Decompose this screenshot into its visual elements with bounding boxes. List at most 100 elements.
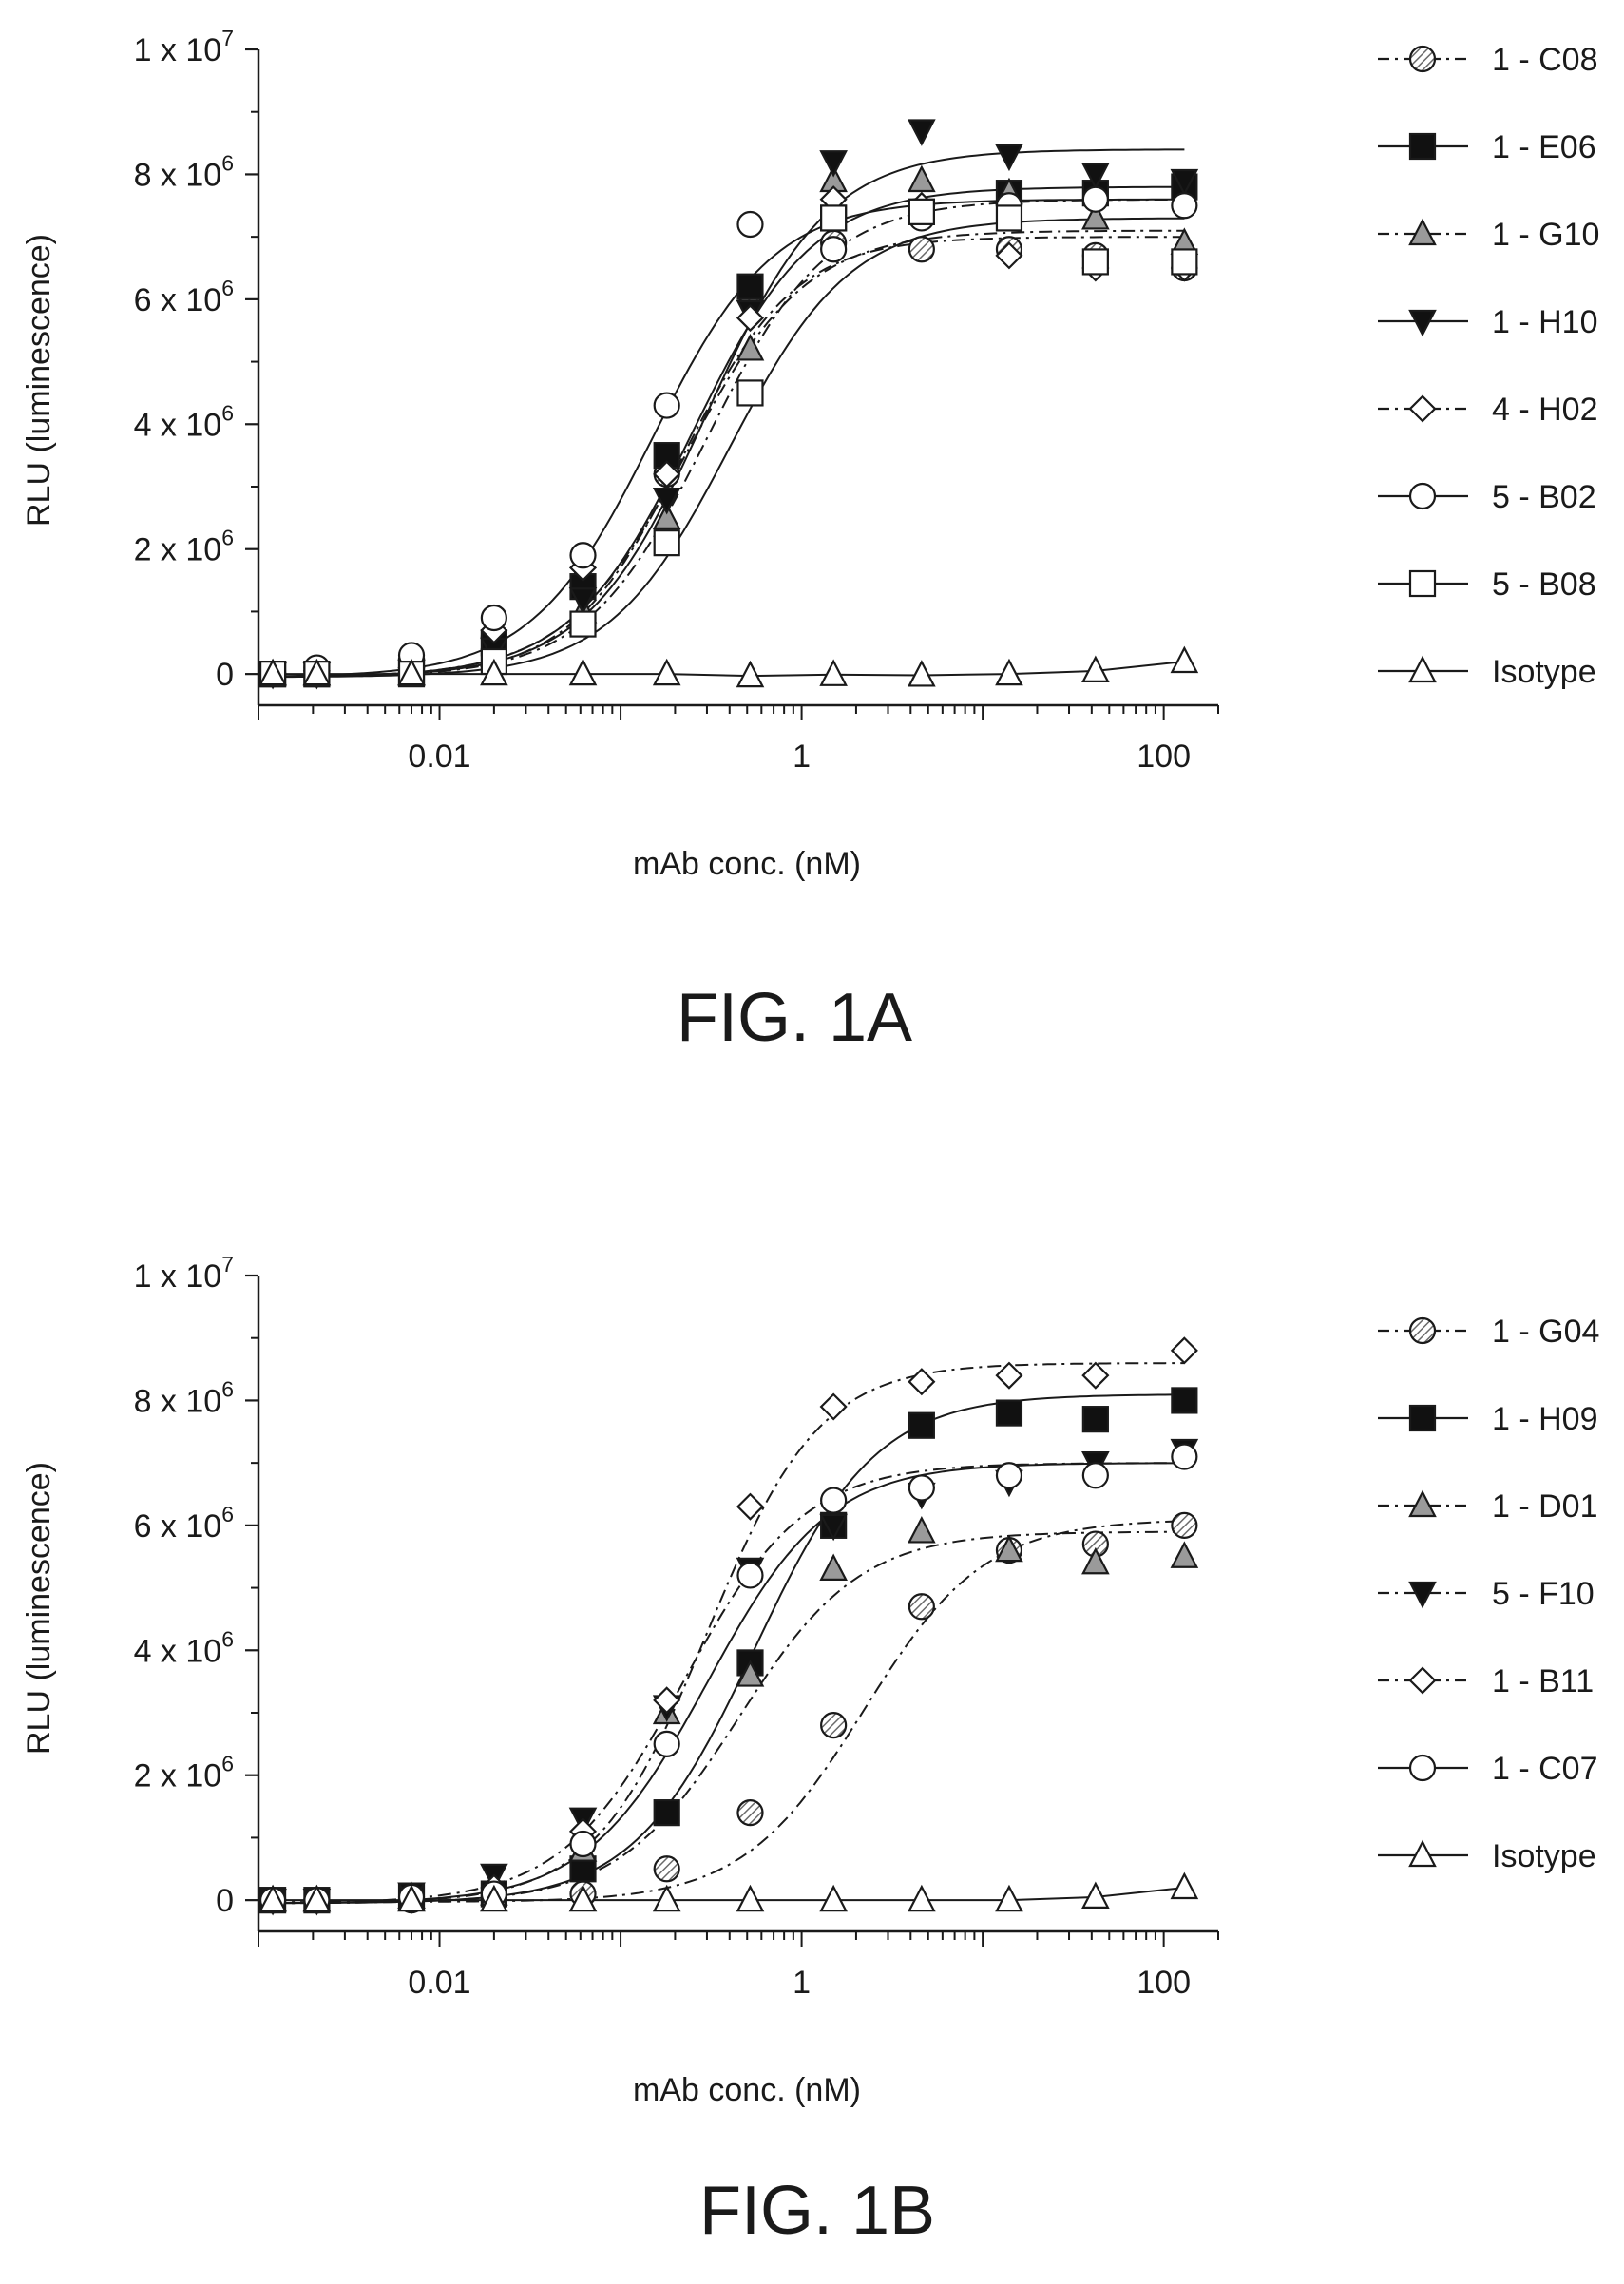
figure-1b-series-line [273,1462,1185,1904]
figure-1a-data-point [820,236,848,263]
figure-1a-data-point [1081,248,1109,276]
figure-1b-y-tick-label: 4 x 106 [134,1626,234,1669]
figure-1b-legend-marker [1408,1489,1437,1518]
figure-1b-series-line [273,1393,1185,1905]
figure-1b-legend-entry: 1 - G04 [1378,1314,1599,1350]
figure-1b-data-point [258,1884,287,1912]
figure-1a-x-tick-label: 0.01 [408,739,470,775]
figure-1a-caption: FIG. 1A [677,980,912,1056]
figure-1b-legend-label: Isotype [1492,1838,1596,1874]
figure-1a-data-point [736,304,765,333]
figure-1a-legend-entry: 1 - C08 [1378,42,1598,78]
figure-1a-series-line [273,185,1185,678]
figure-1a-legend-marker [1408,394,1437,423]
figure-1a-data-point [480,658,508,686]
figure-1a-data-point [652,488,681,515]
figure-1b-data-point [736,1660,765,1687]
figure-1b-legend-label: 5 - F10 [1492,1576,1595,1612]
figure-1a-legend-entry: 1 - G10 [1378,217,1599,253]
figure-1a-data-point [1170,645,1199,674]
figure-1a-legend-label: Isotype [1492,654,1596,690]
figure-1b-data-point [653,1686,681,1715]
figure-1a-data-point [736,334,765,361]
figure-1a-data-point [995,241,1023,270]
figure-1a-data-point [908,164,936,193]
figure-1a-y-tick-label: 4 x 106 [134,400,234,443]
figure-1a-data-point [820,204,848,232]
figure-1a-data-point [480,604,507,632]
figure-1a-data-point [908,660,936,687]
figure-1b-legend-label: 1 - C07 [1492,1751,1598,1787]
figure-1b-y-tick-label: 8 x 106 [134,1376,234,1419]
figure-1b-data-point [653,1730,680,1757]
figure-1a-series-line [273,229,1185,678]
figure-1a-data-point [653,392,680,419]
figure-1a-data-point [995,658,1023,686]
figure-1b-x-tick-label: 0.01 [408,1965,470,2001]
figure-1b-data-point [569,1830,597,1858]
figure-1a-plot-area: 0.01 1 100 0 2 x 106 4 x 106 6 x 106 8 x 106 1 x… [134,26,1219,775]
figure-1b-data-point [995,1462,1023,1489]
figure-1b-legend-label: 1 - H09 [1492,1401,1598,1437]
figure-1b-legend-label: 1 - D01 [1492,1488,1598,1525]
figure-1b-caption: FIG. 1B [699,2173,935,2249]
figure-1b-series-line [273,1362,1185,1905]
figure-1a-legend-marker [1408,132,1437,161]
figure-1b-data-point [1170,1871,1199,1900]
figure-1b-series-line [273,1530,1185,1905]
figure-1a-legend-marker [1408,655,1437,683]
figure-1a-legend-marker [1408,218,1437,246]
figure-1a-series-line [273,217,1185,679]
figure-1a-data-point [1081,185,1109,213]
figure-1b-legend-entry: 1 - D01 [1378,1488,1598,1525]
figure-1b-y-axis-label: RLU (luminescence) [21,1462,57,1755]
figure-1b-data-point [908,1368,936,1396]
figure-1a-legend-label: 1 - H10 [1492,304,1598,340]
figure-1a-data-point [995,204,1023,232]
figure-1b-data-point [653,1855,680,1883]
figure-1b-x-axis-label: mAb conc. (nM) [633,2072,861,2108]
figure-1b-legend-label: 1 - G04 [1492,1314,1599,1350]
figure-1a-data-point [302,658,332,686]
figure-1a-series-line [273,236,1185,679]
figure-1b-data-point [820,1712,848,1739]
figure-1a-data-point [397,658,426,686]
figure-1b-data-point [1170,1336,1198,1365]
figure-1b-data-point [1081,1462,1109,1489]
figure-1a-legend-entry: 4 - H02 [1378,392,1598,428]
figure-1a-legend-entry: 1 - H10 [1378,304,1598,340]
figure-1b-legend-marker [1408,1316,1437,1345]
figure-1a-legend-label: 1 - E06 [1492,129,1596,165]
figure-1b-data-point [908,1593,935,1621]
figure-1a-y-tick-label: 1 x 107 [134,26,234,68]
figure-1b-series-line [273,1520,1185,1904]
figure-1b-data-point [819,1884,848,1912]
figure-1b-legend-label: 1 - B11 [1492,1663,1594,1699]
figure-1a-y-tick-label: 2 x 106 [134,526,234,568]
figure-1b-y-tick-label: 0 [216,1883,234,1919]
figure-1b-data-point [1081,1406,1109,1433]
figure-1b-data-point [995,1361,1023,1390]
figure-1b-data-point [1081,1361,1110,1390]
figure-1b-legend-marker [1408,1581,1437,1609]
figure-1a-data-point [736,660,765,688]
figure-1b-legend-marker [1408,1754,1437,1782]
figure-1b-data-point [908,1411,935,1439]
figure-1a-legend-entry: 5 - B02 [1378,479,1596,515]
figure-1b-data-point [302,1884,332,1912]
figure-1a-data-point [1081,655,1110,682]
figure-1b-data-point [819,1513,848,1542]
figure-1b-series-line [273,1887,1185,1902]
figure-1a-legend-label: 1 - C08 [1492,42,1598,78]
figure-1a-legend-marker [1408,309,1437,337]
figure-1a-x-axis-label: mAb conc. (nM) [633,846,861,882]
figure-1a-legend-label: 5 - B02 [1492,479,1596,515]
figure-1b: 0.01 1 100 0 2 x 106 4 x 106 6 x 106 8 x 106 1 x… [21,1252,1599,2249]
figure-1a-legend-label: 4 - H02 [1492,392,1598,428]
figure-1b-x-tick-label: 1 [793,1965,811,2001]
figure-1a-y-tick-label: 8 x 106 [134,150,234,193]
figure-1a-x-tick-label: 1 [793,739,811,775]
figure-1a-series-line [273,198,1185,678]
figure-1b-data-point [908,1516,936,1544]
